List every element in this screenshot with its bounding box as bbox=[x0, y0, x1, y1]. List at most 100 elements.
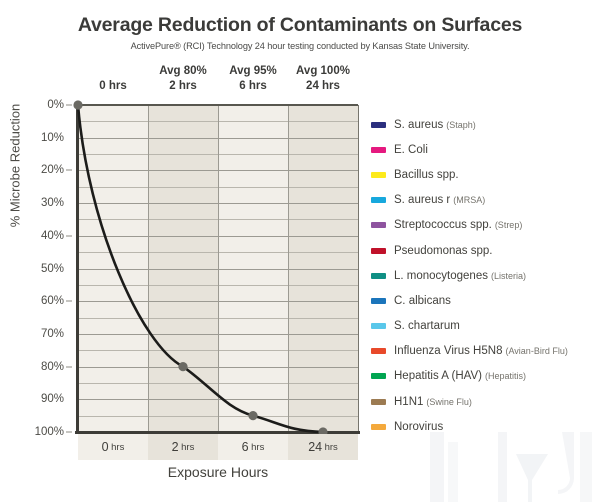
legend-label: Influenza Virus H5N8 bbox=[394, 345, 503, 358]
column-hours-label: 0 hrs bbox=[99, 80, 127, 92]
column-avg-label: Avg 100% bbox=[296, 65, 350, 77]
legend-item: H1N1 (Swine Flu) bbox=[371, 389, 599, 414]
column-divider-2 bbox=[218, 105, 219, 432]
column-avg-label bbox=[78, 64, 148, 79]
legend-label: S. aureus r bbox=[394, 194, 451, 207]
legend-label: Norovirus bbox=[394, 420, 444, 433]
column-hours-label: 24 hrs bbox=[306, 80, 340, 92]
plot-top-border bbox=[78, 104, 358, 106]
x-category-unit: hrs bbox=[324, 441, 338, 453]
x-category-value: 2 bbox=[171, 440, 179, 454]
legend-swatch-icon bbox=[371, 121, 386, 128]
y-tick-label-50: 50% bbox=[40, 262, 64, 275]
legend-item: S. aureus r (MRSA) bbox=[371, 188, 599, 213]
background-watermark bbox=[430, 432, 592, 502]
column-divider-1 bbox=[148, 105, 149, 432]
y-tick-label-20: 20% bbox=[40, 164, 64, 177]
x-axis-categories: 0 hrs 2 hrs 6 hrs 24 hrs bbox=[78, 434, 358, 460]
legend-item: S. chartarum bbox=[371, 314, 599, 339]
legend-label: S. aureus bbox=[394, 118, 444, 131]
legend-item: Bacillus spp. bbox=[371, 162, 599, 187]
legend-item: Influenza Virus H5N8 (Avian-Bird Flu) bbox=[371, 339, 599, 364]
legend-label-detail: (Strep) bbox=[494, 220, 523, 231]
y-tick-mark-80 bbox=[66, 366, 72, 368]
x-axis-line bbox=[75, 431, 360, 434]
column-headers: 0 hrs Avg 80% 2 hrs Avg 95% 6 hrs Avg 100% 24 … bbox=[78, 64, 358, 102]
reduction-curve bbox=[73, 100, 328, 437]
data-point-0-hrs bbox=[73, 100, 83, 110]
legend-item: S. aureus (Staph) bbox=[371, 112, 599, 137]
legend-swatch-icon bbox=[371, 146, 386, 153]
y-tick-mark-100 bbox=[66, 431, 72, 433]
legend-label-detail: (Hepatitis) bbox=[485, 371, 527, 382]
x-category-3: 24 hrs bbox=[288, 434, 358, 460]
y-tick-mark-40 bbox=[66, 235, 72, 237]
y-tick-label-0: 0% bbox=[47, 99, 64, 111]
y-tick-label-60: 60% bbox=[40, 295, 64, 308]
legend-label: Bacillus spp. bbox=[394, 168, 459, 181]
legend-item: Pseudomonas spp. bbox=[371, 238, 599, 263]
legend-label: H1N1 bbox=[394, 395, 424, 408]
column-avg-label: Avg 80% bbox=[159, 65, 207, 77]
legend-label-detail: (Staph) bbox=[446, 119, 476, 130]
legend-label-detail: (Listeria) bbox=[490, 270, 526, 281]
page-title: Average Reduction of Contaminants on Sur… bbox=[77, 14, 523, 36]
legend-swatch-icon bbox=[371, 297, 386, 304]
x-category-unit: hrs bbox=[251, 441, 265, 453]
column-header-0: 0 hrs bbox=[78, 64, 148, 102]
legend-item: Hepatitis A (HAV) (Hepatitis) bbox=[371, 364, 599, 389]
column-header-2: Avg 95% 6 hrs bbox=[218, 64, 288, 102]
y-tick-mark-20 bbox=[66, 169, 72, 171]
legend-item: L. monocytogenes (Listeria) bbox=[371, 263, 599, 288]
y-tick-label-80: 80% bbox=[40, 360, 64, 373]
legend-item: Norovirus bbox=[371, 414, 599, 439]
x-category-unit: hrs bbox=[111, 441, 125, 453]
plot-area bbox=[73, 100, 360, 437]
column-hours-label: 6 hrs bbox=[239, 80, 267, 92]
x-category-value: 0 bbox=[101, 440, 109, 454]
legend-item: C. albicans bbox=[371, 288, 599, 313]
legend-label: Hepatitis A (HAV) bbox=[394, 370, 482, 383]
curve-path bbox=[76, 103, 325, 434]
gridlines bbox=[78, 105, 358, 432]
legend-swatch-icon bbox=[371, 373, 386, 380]
y-tick-label-30: 30% bbox=[40, 197, 64, 210]
data-point-2-hrs bbox=[178, 362, 188, 372]
legend-swatch-icon bbox=[371, 323, 386, 330]
legend-swatch-icon bbox=[371, 272, 386, 279]
legend-item: Streptococcus spp. (Strep) bbox=[371, 213, 599, 238]
y-axis-line bbox=[76, 103, 79, 434]
y-tick-label-100: 100% bbox=[34, 426, 64, 438]
legend-label: E. Coli bbox=[394, 143, 428, 156]
legend-label: S. chartarum bbox=[394, 320, 460, 333]
column-header-3: Avg 100% 24 hrs bbox=[288, 64, 358, 102]
page-subtitle: ActivePure® (RCI) Technology 24 hour tes… bbox=[130, 41, 470, 51]
x-axis-title: Exposure Hours bbox=[167, 464, 269, 480]
column-avg-label: Avg 95% bbox=[229, 65, 277, 77]
legend-label-detail: (Avian-Bird Flu) bbox=[505, 346, 568, 357]
legend-swatch-icon bbox=[371, 423, 386, 430]
column-hours-label: 2 hrs bbox=[169, 80, 197, 92]
y-tick-label-40: 40% bbox=[40, 229, 64, 242]
x-category-unit: hrs bbox=[181, 441, 195, 453]
column-divider-3 bbox=[288, 105, 289, 432]
y-tick-label-90: 90% bbox=[40, 393, 64, 406]
y-tick-label-70: 70% bbox=[40, 327, 64, 340]
data-point-6-hrs bbox=[248, 411, 258, 421]
legend-swatch-icon bbox=[371, 398, 386, 405]
y-tick-label-10: 10% bbox=[40, 131, 64, 144]
legend-swatch-icon bbox=[371, 222, 386, 229]
legend-label: C. albicans bbox=[394, 294, 451, 307]
legend-swatch-icon bbox=[371, 197, 386, 204]
legend-item: E. Coli bbox=[371, 137, 599, 162]
legend-swatch-icon bbox=[371, 348, 386, 355]
plot-right-border bbox=[358, 105, 359, 432]
y-axis-title: % Microbe Reduction bbox=[7, 103, 23, 228]
legend-label: L. monocytogenes bbox=[394, 269, 488, 282]
legend: S. aureus (Staph) E. Coli Bacillus spp. S. a… bbox=[371, 112, 599, 439]
legend-label-detail: (MRSA) bbox=[453, 195, 486, 206]
legend-swatch-icon bbox=[371, 247, 386, 254]
x-category-value: 6 bbox=[241, 440, 249, 454]
x-category-value: 24 bbox=[308, 440, 323, 454]
